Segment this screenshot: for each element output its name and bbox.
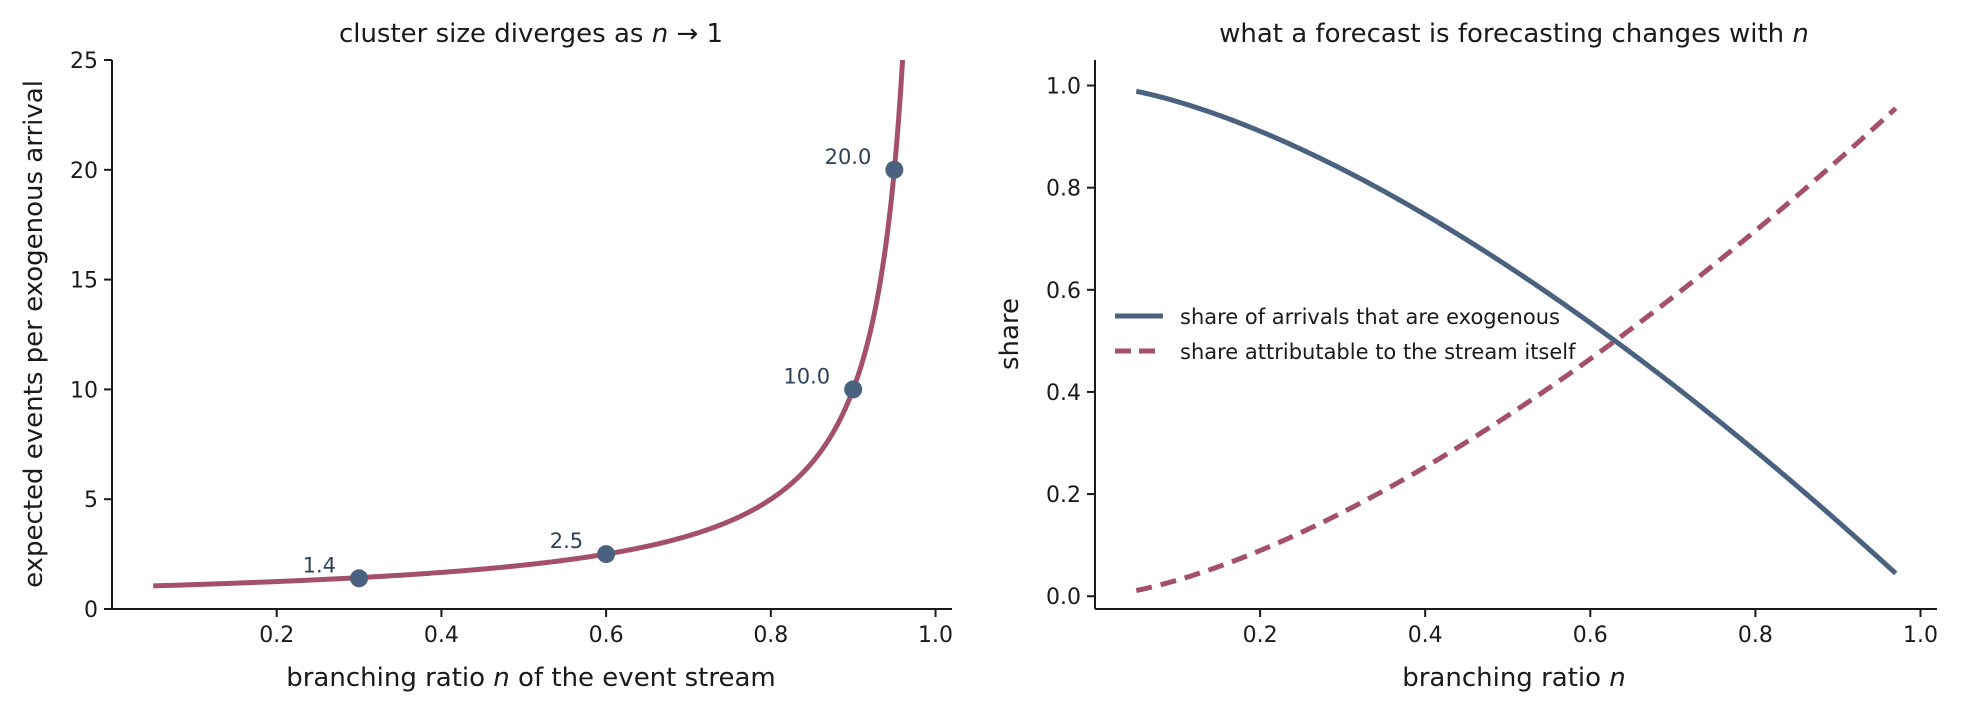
series-line-1-0: [1135, 88, 1898, 576]
y-tick-label: 0.4: [1046, 381, 1081, 406]
x-tick-label: 1.0: [918, 623, 953, 648]
series-line-1-1: [1135, 106, 1898, 593]
data-point-label: 1.4: [303, 553, 336, 577]
y-tick-label: 1.0: [1046, 75, 1081, 100]
left-y-axis-label: expected events per exogenous arrival: [19, 80, 49, 588]
right-chart-title: what a forecast is forecasting changes w…: [1219, 19, 1809, 49]
left-chart-title: cluster size diverges as n → 1: [339, 19, 723, 49]
left-x-axis-label: branching ratio n of the event stream: [286, 663, 776, 693]
right-panel: what a forecast is forecasting changes w…: [995, 19, 1938, 693]
y-tick-label: 25: [70, 49, 98, 74]
y-tick-label: 0.8: [1046, 177, 1081, 202]
data-point-marker: [597, 545, 616, 564]
y-tick-label: 20: [70, 159, 98, 184]
x-tick-label: 0.2: [259, 623, 294, 648]
y-tick-label: 10: [70, 378, 98, 403]
data-point-label: 2.5: [550, 529, 583, 553]
y-tick-label: 0.6: [1046, 279, 1081, 304]
y-tick-label: 5: [84, 488, 98, 513]
x-tick-label: 0.6: [1573, 623, 1608, 648]
right-axes: 0.2 0.4 0.6 0.8 1.0 0.0 0.2 0.4 0.6 0.8 1.0: [1046, 60, 1938, 648]
data-point-label: 20.0: [825, 145, 872, 169]
right-x-axis-label: branching ratio n: [1402, 663, 1626, 693]
data-point-label: 10.0: [783, 364, 830, 388]
data-point-marker: [350, 569, 369, 588]
right-y-axis-label: share: [995, 298, 1025, 370]
legend-label-stream: share attributable to the stream itself: [1180, 340, 1576, 364]
y-tick-label: 0.0: [1046, 585, 1081, 610]
y-tick-label: 0.2: [1046, 483, 1081, 508]
y-tick-label: 15: [70, 269, 98, 294]
x-tick-label: 0.4: [424, 623, 459, 648]
x-tick-label: 0.8: [1738, 623, 1773, 648]
legend: share of arrivals that are exogenous sha…: [1115, 305, 1576, 364]
left-axes: 0.2 0.4 0.6 0.8 1.0 0 5 10 15 20 25 1.4 2.5 10.0 20.0: [70, 49, 953, 648]
y-tick-label: 0: [84, 598, 98, 623]
data-point-marker: [844, 380, 863, 399]
left-panel: cluster size diverges as n → 1 0.2 0.4 0.6…: [19, 19, 953, 693]
legend-label-exogenous: share of arrivals that are exogenous: [1180, 305, 1560, 329]
x-tick-label: 0.2: [1243, 623, 1278, 648]
x-tick-label: 0.4: [1408, 623, 1443, 648]
data-point-marker: [885, 160, 904, 179]
x-tick-label: 0.6: [589, 623, 624, 648]
x-tick-label: 0.8: [753, 623, 788, 648]
x-tick-label: 1.0: [1903, 623, 1938, 648]
series-line-0-0: [153, 60, 906, 589]
